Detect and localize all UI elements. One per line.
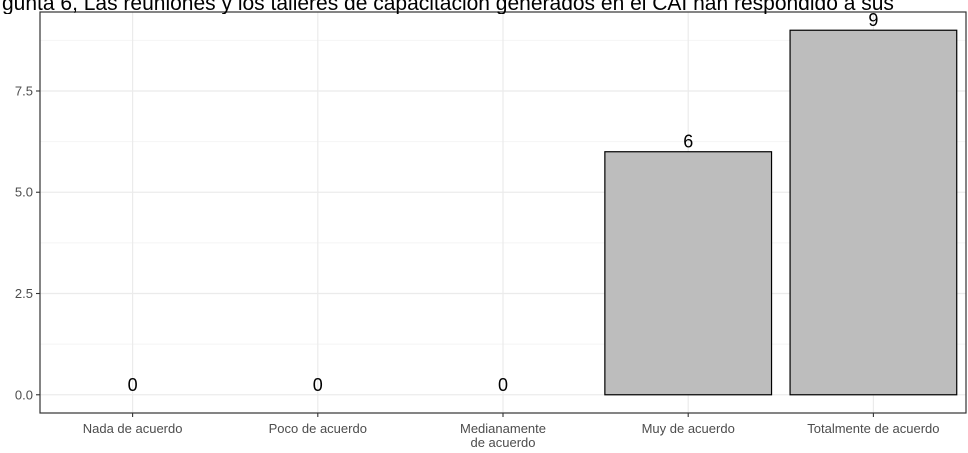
x-tick-label: Totalmente de acuerdo	[807, 421, 939, 436]
y-tick-label: 2.5	[15, 286, 33, 301]
bar	[604, 151, 773, 396]
x-tick-label-line: Medianamente	[460, 421, 546, 436]
x-tick-label-line: Muy de acuerdo	[642, 421, 735, 436]
x-tick-label-line: Nada de acuerdo	[83, 421, 183, 436]
x-tick-label-line: Poco de acuerdo	[269, 421, 367, 436]
y-tick-label: 7.5	[15, 83, 33, 98]
bar	[789, 29, 958, 396]
data-label: 9	[868, 10, 878, 30]
x-tick-label-line: Totalmente de acuerdo	[807, 421, 939, 436]
x-tick-label: Muy de acuerdo	[642, 421, 735, 436]
data-label: 0	[313, 375, 323, 395]
data-label: 0	[498, 375, 508, 395]
x-tick-label: Medianamente de acuerdo	[460, 421, 546, 450]
x-tick-label: Poco de acuerdo	[269, 421, 367, 436]
data-label: 6	[683, 132, 693, 152]
y-tick-label: 5.0	[15, 185, 33, 200]
x-tick-label: Nada de acuerdo	[83, 421, 183, 436]
data-label: 0	[128, 375, 138, 395]
y-tick-label: 0.0	[15, 387, 33, 402]
chart-title: gunta 6, Las reuniones y los talleres de…	[2, 0, 894, 14]
x-tick-label-line: de acuerdo	[470, 435, 535, 450]
